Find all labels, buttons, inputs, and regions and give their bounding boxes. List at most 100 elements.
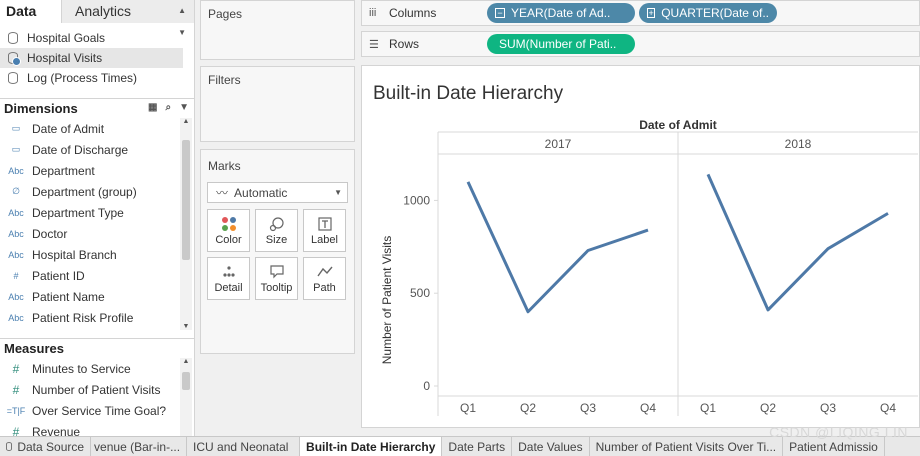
sheet-tab[interactable]: ICU and Neonatal	[187, 437, 301, 456]
sheet-tab-active[interactable]: Built-in Date Hierarchy	[300, 437, 443, 456]
field-date-of-admit[interactable]: ▭ Date of Admit	[0, 118, 176, 139]
field-doctor[interactable]: Abc Doctor	[0, 223, 176, 244]
size-button[interactable]: Size	[255, 209, 298, 252]
x-tick-label: Q2	[520, 401, 536, 415]
detail-icon	[221, 264, 237, 282]
x-tick-label: Q4	[880, 401, 896, 415]
size-label: Size	[265, 233, 288, 246]
field-label: Patient ID	[32, 268, 85, 283]
label-button[interactable]: Label	[303, 209, 346, 252]
database-icon	[8, 32, 18, 44]
mark-type-dropdown[interactable]: 〰 Automatic ▼	[207, 182, 348, 203]
viz-view: Built-in Date Hierarchy Date of Admit 20…	[361, 65, 920, 428]
x-tick-label: Q1	[700, 401, 716, 415]
sheet-tab[interactable]: Date Values	[512, 437, 590, 456]
scroll-down-arrow-icon[interactable]: ▼	[182, 323, 190, 330]
expand-icon[interactable]: +	[647, 8, 656, 18]
scroll-up-arrow-icon[interactable]: ▲	[182, 358, 190, 365]
field-revenue[interactable]: # Revenue	[0, 421, 176, 442]
path-button[interactable]: Path	[303, 257, 346, 300]
number-type-icon: #	[12, 382, 20, 397]
rows-shelf[interactable]: ☰ Rows SUM(Number of Pati..	[361, 31, 920, 57]
sheet-tab[interactable]: venue (Bar-in-...	[91, 437, 188, 456]
measures-scrollbar[interactable]: ▲	[180, 358, 192, 442]
field-patient-name[interactable]: Abc Patient Name	[0, 286, 176, 307]
field-department[interactable]: Abc Department	[0, 160, 176, 181]
data-source-tab[interactable]: Data Source	[0, 437, 92, 456]
x-tick-label: Q3	[580, 401, 596, 415]
columns-label: Columns	[389, 6, 437, 20]
x-tick-label: Q1	[460, 401, 476, 415]
tab-data[interactable]: Data	[0, 0, 62, 23]
calendar-icon: ▭	[11, 123, 21, 133]
data-source-item-selected[interactable]: Hospital Visits	[0, 48, 183, 68]
field-department-group[interactable]: ∅ Department (group)	[0, 181, 176, 202]
number-type-icon: #	[13, 270, 19, 281]
y-tick-label: 1000	[403, 193, 430, 207]
field-label: Revenue	[32, 424, 81, 439]
scroll-thumb[interactable]	[182, 372, 190, 390]
database-live-icon	[8, 52, 21, 66]
column-pill-quarter[interactable]: + QUARTER(Date of..	[639, 3, 777, 23]
detail-button[interactable]: Detail	[207, 257, 250, 300]
line-mark-icon: 〰	[216, 186, 229, 200]
path-label: Path	[313, 281, 336, 294]
rows-shelf-label: ☰ Rows	[362, 37, 487, 51]
dimensions-header: Dimensions ▦ ⌕ ▼	[0, 98, 195, 118]
tab-analytics-label: Analytics	[75, 3, 132, 19]
watermark: CSDN @LIQING LIN	[769, 424, 908, 440]
data-source-item[interactable]: Hospital Goals	[0, 28, 194, 48]
sheet-tab[interactable]: Date Parts	[442, 437, 513, 456]
sheet-tab[interactable]: Number of Patient Visits Over Ti...	[590, 437, 784, 456]
field-patient-risk-profile[interactable]: Abc Patient Risk Profile	[0, 307, 176, 328]
field-label: Department (group)	[32, 184, 137, 199]
search-icon[interactable]: ⌕	[165, 102, 172, 113]
up-down-arrows-icon[interactable]: ▲ ▼	[178, 6, 186, 37]
series-line-2018	[706, 173, 889, 312]
field-number-of-patient-visits[interactable]: # Number of Patient Visits	[0, 379, 176, 400]
row-pill-sum[interactable]: SUM(Number of Pati..	[487, 34, 635, 54]
scroll-thumb[interactable]	[182, 140, 190, 260]
size-icon	[269, 216, 285, 234]
data-source-item[interactable]: Log (Process Times)	[0, 68, 194, 88]
tooltip-button[interactable]: Tooltip	[255, 257, 298, 300]
marks-buttons: Color Size Label Detail Tooltip	[201, 203, 354, 306]
sheet-tab[interactable]: Patient Admissio	[783, 437, 885, 456]
dimensions-scrollbar[interactable]: ▲ ▼	[180, 118, 192, 330]
collapse-icon[interactable]: −	[495, 8, 505, 18]
measures-list: # Minutes to Service # Number of Patient Vi…	[0, 358, 195, 442]
database-icon	[8, 72, 18, 84]
chart-title: Built-in Date Hierarchy	[373, 83, 564, 104]
field-label: Patient Name	[32, 289, 105, 304]
field-label: Over Service Time Goal?	[32, 403, 167, 418]
filters-card[interactable]: Filters	[200, 66, 355, 142]
string-type-icon: Abc	[8, 165, 24, 176]
string-type-icon: Abc	[8, 228, 24, 239]
columns-shelf[interactable]: iii Columns − YEAR(Date of Ad.. + QUARTE…	[361, 0, 920, 26]
tab-analytics[interactable]: Analytics ▲ ▼	[62, 0, 194, 37]
string-type-icon: Abc	[8, 207, 24, 218]
view-list-icon[interactable]: ▦	[148, 102, 158, 113]
number-type-icon: #	[12, 424, 20, 439]
scroll-up-arrow-icon[interactable]: ▲	[182, 118, 190, 125]
column-pill-year[interactable]: − YEAR(Date of Ad..	[487, 3, 635, 23]
field-department-type[interactable]: Abc Department Type	[0, 202, 176, 223]
mark-type-value: Automatic	[234, 185, 288, 200]
color-button[interactable]: Color	[207, 209, 250, 252]
chevron-down-icon[interactable]: ▼	[179, 102, 189, 113]
series-line-2017	[466, 181, 649, 314]
color-icon	[221, 216, 237, 234]
y-tick-label: 0	[423, 379, 430, 393]
dimensions-list: ▭ Date of Admit ▭ Date of Discharge Abc Depar…	[0, 118, 195, 330]
field-date-of-discharge[interactable]: ▭ Date of Discharge	[0, 139, 176, 160]
field-minutes-to-service[interactable]: # Minutes to Service	[0, 358, 176, 379]
field-patient-id[interactable]: # Patient ID	[0, 265, 176, 286]
group-icon: ∅	[12, 186, 20, 196]
label-icon	[317, 216, 333, 234]
marks-title: Marks	[208, 159, 241, 173]
field-over-service-time-goal[interactable]: =T|F Over Service Time Goal?	[0, 400, 176, 421]
pages-card[interactable]: Pages	[200, 0, 355, 60]
field-hospital-branch[interactable]: Abc Hospital Branch	[0, 244, 176, 265]
dimensions-title: Dimensions	[4, 101, 78, 116]
string-type-icon: Abc	[8, 312, 24, 323]
